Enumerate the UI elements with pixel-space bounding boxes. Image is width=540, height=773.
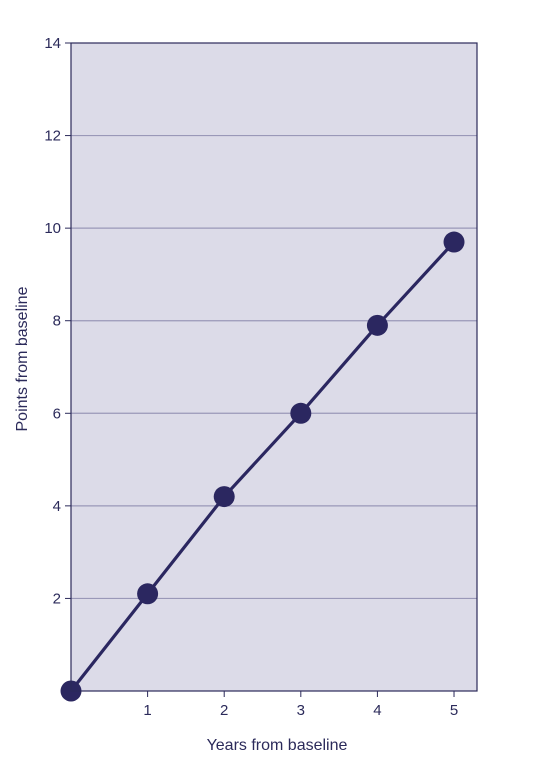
series-line: [69, 240, 456, 693]
y-tick-label: 6: [53, 405, 61, 422]
data-point: [290, 402, 312, 424]
x-tick-label: 4: [373, 702, 381, 719]
y-tick-label: 14: [44, 35, 61, 52]
y-tick-label: 8: [53, 313, 61, 330]
series-layer: [60, 231, 465, 702]
x-tick-label: 3: [297, 702, 305, 719]
y-axis-ticks: 2 4 6 8 10 12 14: [44, 35, 71, 607]
plot-area: [71, 43, 477, 691]
y-tick-label: 4: [53, 498, 61, 515]
data-point: [443, 231, 465, 253]
x-tick-label: 1: [143, 702, 151, 719]
gridlines: [71, 134, 477, 600]
y-tick-label: 2: [53, 590, 61, 607]
y-tick-label: 12: [44, 128, 61, 145]
x-axis-title: Years from baseline: [207, 737, 348, 754]
x-axis-ticks: 1 2 3 4 5: [143, 691, 458, 719]
x-tick-label: 2: [220, 702, 228, 719]
data-point: [137, 583, 159, 605]
y-tick-label: 10: [44, 220, 61, 237]
data-point: [366, 314, 388, 336]
data-point: [213, 486, 235, 508]
y-axis-title: Points from baseline: [14, 286, 31, 431]
plot-frame: [70, 42, 478, 692]
x-tick-label: 5: [450, 702, 458, 719]
